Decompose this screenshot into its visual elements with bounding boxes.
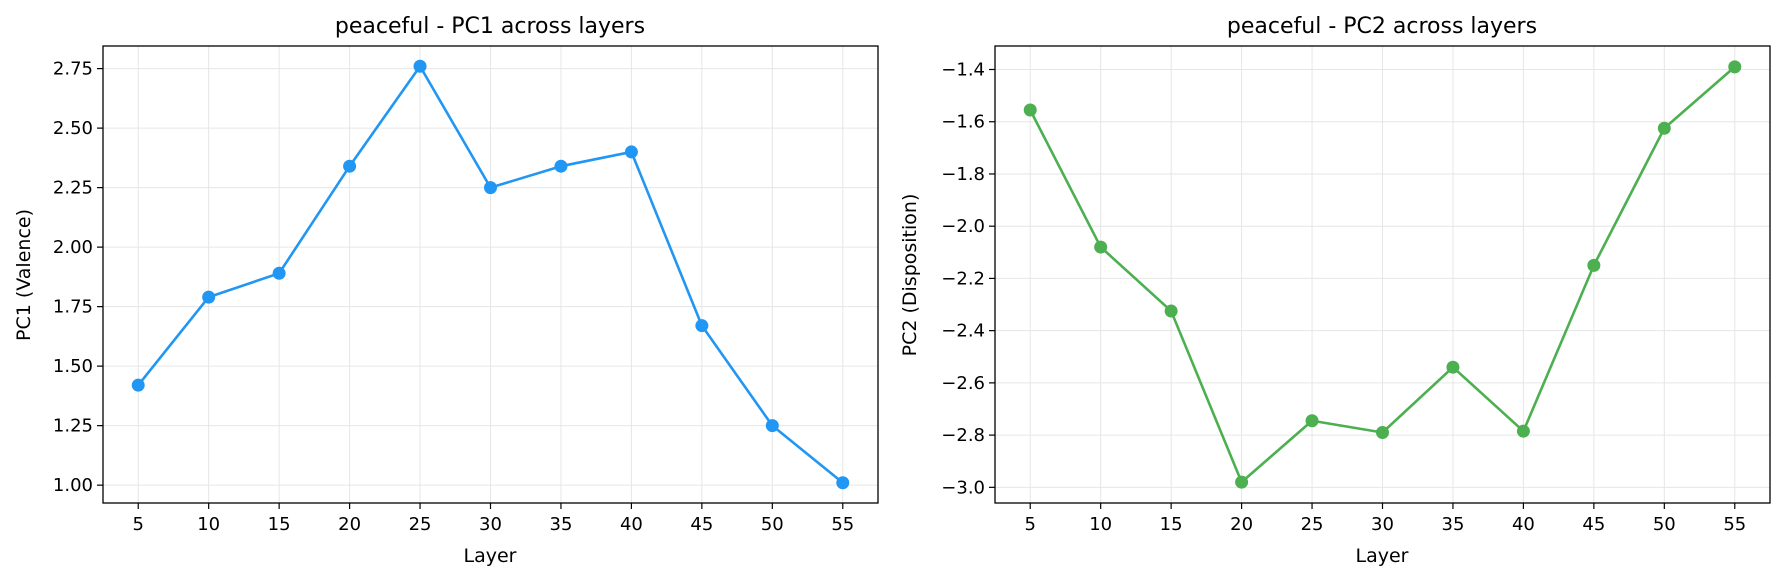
data-point <box>1728 60 1742 74</box>
data-point <box>1164 304 1178 318</box>
x-tick-label: 5 <box>1025 514 1036 535</box>
data-point <box>1305 414 1319 428</box>
x-tick-label: 35 <box>1442 514 1465 535</box>
y-tick-label: 1.75 <box>53 297 93 318</box>
y-tick-label: 1.00 <box>53 475 93 496</box>
data-point <box>343 159 357 173</box>
x-tick-label: 35 <box>550 514 573 535</box>
x-tick-label: 45 <box>1582 514 1605 535</box>
data-point <box>1235 475 1249 489</box>
pc1-chart-panel: peaceful - PC1 across layers Layer PC1 (… <box>13 14 879 567</box>
x-axis-label: Layer <box>464 545 517 567</box>
data-point <box>765 419 779 433</box>
y-tick-label: −1.8 <box>941 164 985 185</box>
x-tick-label: 20 <box>1230 514 1253 535</box>
x-tick-label: 5 <box>133 514 144 535</box>
x-tick-label: 50 <box>1653 514 1676 535</box>
data-point <box>272 266 286 280</box>
x-tick-label: 10 <box>197 514 220 535</box>
data-point <box>1446 360 1460 374</box>
x-tick-label: 50 <box>761 514 784 535</box>
y-tick-label: −1.4 <box>941 60 985 81</box>
data-point <box>202 290 216 304</box>
y-tick-label: −2.0 <box>941 216 985 237</box>
x-tick-label: 55 <box>1723 514 1746 535</box>
data-point <box>554 159 568 173</box>
x-tick-label: 10 <box>1089 514 1112 535</box>
data-point <box>1376 425 1389 439</box>
data-point <box>624 145 638 159</box>
y-tick-label: 2.25 <box>53 178 93 199</box>
y-tick-label: 2.75 <box>53 59 93 80</box>
x-tick-label: 40 <box>1512 514 1535 535</box>
x-tick-label: 15 <box>268 514 291 535</box>
data-point <box>1657 121 1671 135</box>
y-tick-label: 1.25 <box>53 416 93 437</box>
x-tick-label: 40 <box>620 514 643 535</box>
data-point <box>1516 424 1530 438</box>
x-tick-label: 30 <box>1371 514 1394 535</box>
data-point <box>836 476 850 490</box>
data-point <box>695 319 709 333</box>
data-point <box>1094 240 1108 254</box>
chart-title: peaceful - PC2 across layers <box>1227 14 1537 39</box>
y-tick-label: −2.8 <box>941 425 985 446</box>
y-tick-label: 2.50 <box>53 118 93 139</box>
y-tick-label: −2.2 <box>941 268 985 289</box>
y-axis-label: PC2 (Disposition) <box>899 194 921 357</box>
y-axis-label: PC1 (Valence) <box>13 209 35 341</box>
plot-frame <box>102 45 879 504</box>
x-tick-label: 45 <box>690 514 713 535</box>
data-point <box>1587 258 1601 272</box>
x-tick-label: 20 <box>338 514 361 535</box>
y-tick-label: −2.4 <box>941 321 985 342</box>
y-tick-label: −1.6 <box>941 112 985 133</box>
data-point <box>1023 103 1037 117</box>
x-axis-label: Layer <box>1356 545 1409 567</box>
x-tick-label: 25 <box>409 514 432 535</box>
x-tick-label: 15 <box>1160 514 1183 535</box>
x-tick-label: 55 <box>831 514 854 535</box>
data-point <box>484 181 497 195</box>
pc2-chart-panel: peaceful - PC2 across layers Layer PC2 (… <box>899 14 1771 567</box>
data-point <box>413 59 427 73</box>
x-tick-label: 25 <box>1301 514 1324 535</box>
y-tick-label: −2.6 <box>941 373 985 394</box>
chart-title: peaceful - PC1 across layers <box>335 14 645 39</box>
x-tick-label: 30 <box>479 514 502 535</box>
y-tick-label: 1.50 <box>53 356 93 377</box>
y-tick-label: −3.0 <box>941 477 985 498</box>
plot-frame <box>994 45 1771 504</box>
y-tick-label: 2.00 <box>53 237 93 258</box>
data-point <box>131 378 145 392</box>
